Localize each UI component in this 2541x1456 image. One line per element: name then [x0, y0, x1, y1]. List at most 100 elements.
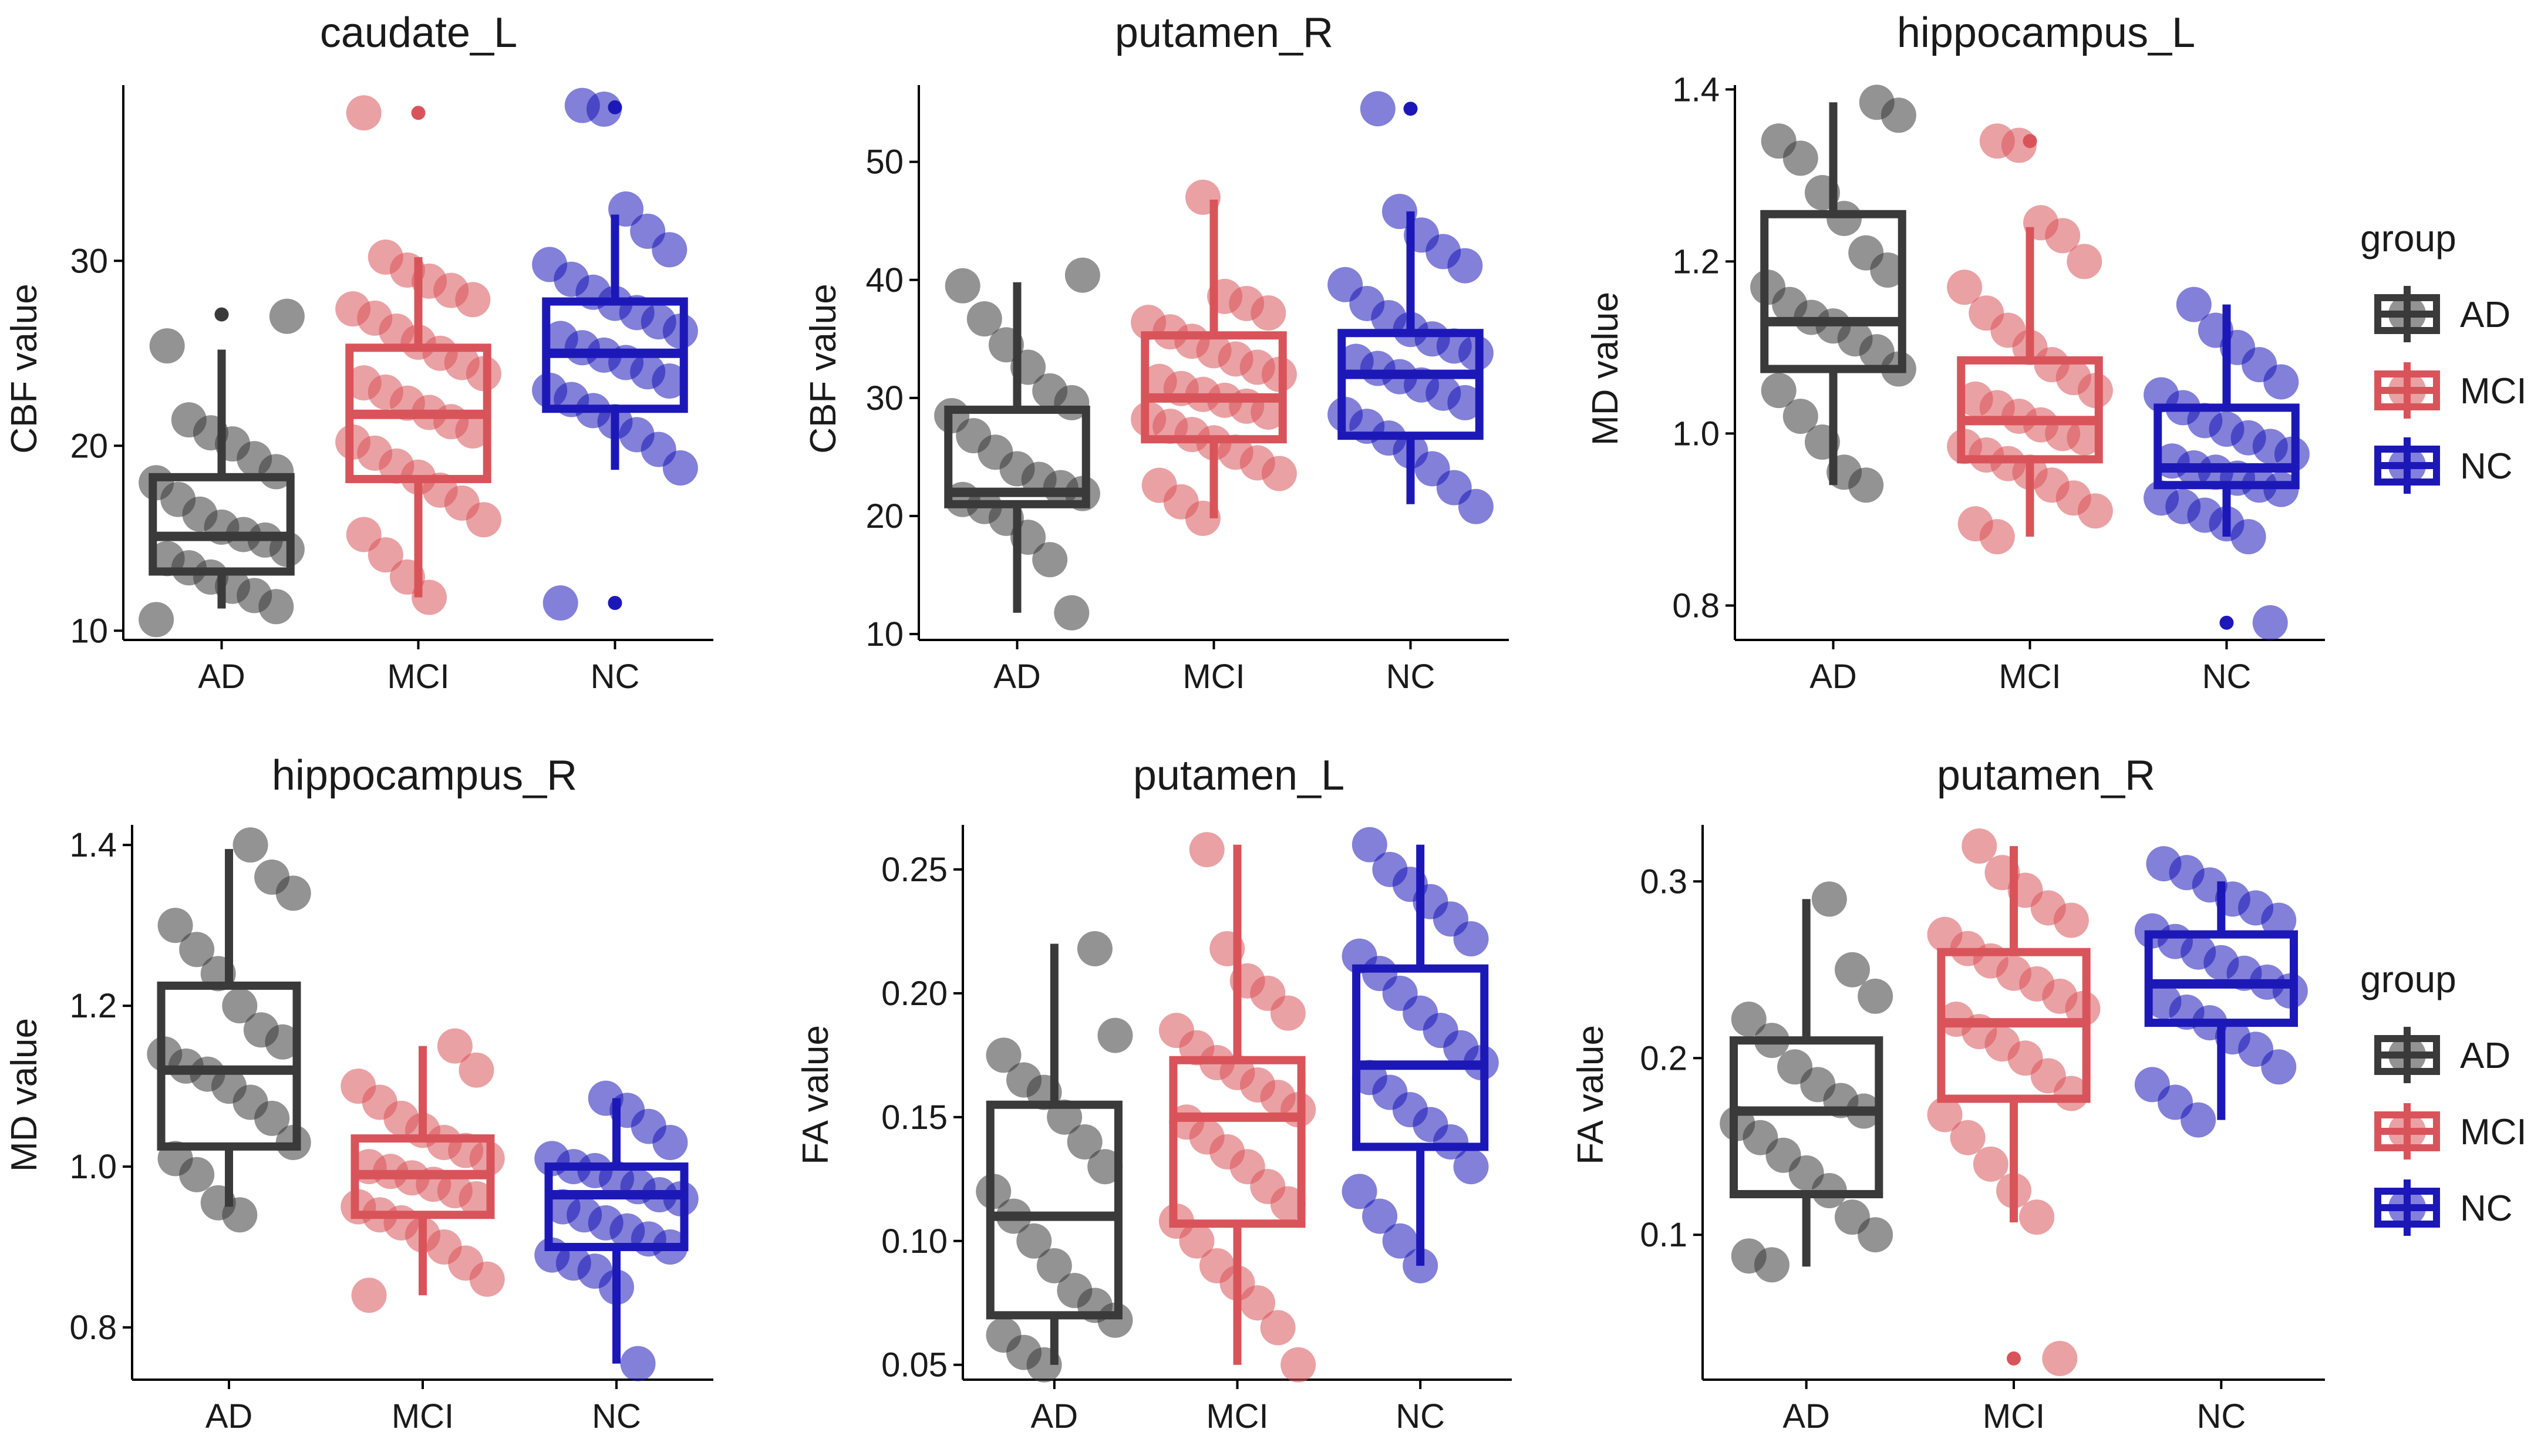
data-point-nc — [2146, 983, 2182, 1019]
outlier-point-nc — [608, 596, 622, 610]
data-point-nc — [532, 247, 568, 282]
data-point-mci — [341, 1069, 376, 1104]
data-point-ad — [1859, 85, 1895, 120]
data-point-ad — [171, 402, 207, 438]
data-point-ad — [1016, 1223, 1052, 1259]
data-point-ad — [1036, 1248, 1072, 1283]
x-tick-label-ad: AD — [1031, 1397, 1079, 1435]
panel-caudate-l: caudate_L CBF value 10 20 30 AD MCI NC — [4, 9, 713, 696]
data-point-ad — [1731, 1238, 1767, 1274]
data-point-mci — [1950, 1120, 1986, 1155]
panel-putamen-r-cbf: putamen_R CBF value 10 20 30 40 50 AD MCI NC — [803, 9, 1509, 696]
data-point-ad — [1057, 1273, 1093, 1309]
x-tick-label-ad: AD — [993, 658, 1041, 696]
data-point-ad — [149, 541, 185, 577]
data-point-mci — [368, 239, 403, 275]
y-tick-label: 0.2 — [1640, 1039, 1687, 1077]
x-tick-label-ad: AD — [205, 1397, 253, 1435]
data-point-ad — [269, 298, 305, 334]
plot-area: 0.1 0.2 0.3 AD MCI NC — [1640, 825, 2325, 1435]
data-point-nc — [588, 1080, 624, 1116]
data-point-ad — [1054, 595, 1090, 631]
data-point-ad — [988, 327, 1024, 363]
x-tick-label-mci: MCI — [1206, 1397, 1268, 1435]
data-point-ad — [1826, 454, 1862, 490]
box-nc — [2144, 930, 2299, 1027]
panel-hippocampus-l: hippocampus_L MD value 0.8 1.0 1.2 1.4 AD MCI… — [1585, 9, 2325, 696]
data-point-nc — [1403, 1248, 1438, 1283]
data-point-nc — [1342, 1174, 1377, 1209]
y-tick-label: 1.2 — [1672, 242, 1720, 281]
data-point-nc — [608, 191, 644, 227]
legend-label-mci: MCI — [2460, 371, 2527, 412]
outlier-point-mci — [2023, 134, 2037, 149]
panel-hippocampus-r: hippocampus_R MD value 0.8 1.0 1.2 1.4 AD MCI… — [4, 752, 713, 1435]
y-tick-label: 1.2 — [69, 987, 117, 1025]
data-point-ad — [1834, 952, 1870, 987]
plot-area: 0.8 1.0 1.2 1.4 AD MCI NC — [1672, 70, 2325, 696]
plot-area: 10 20 30 AD MCI NC — [70, 85, 713, 696]
data-point-mci — [2067, 244, 2102, 279]
x-tick-label-nc: NC — [2202, 658, 2252, 696]
data-point-nc — [1360, 91, 1396, 127]
data-point-mci — [1962, 828, 1997, 864]
data-point-ad — [149, 328, 185, 364]
legend-key-mci — [2374, 1103, 2440, 1160]
plot-area: 0.05 0.10 0.15 0.20 0.25 AD MCI NC — [881, 825, 1512, 1435]
data-point-ad — [1782, 399, 1818, 434]
x-tick-label-nc: NC — [2196, 1397, 2246, 1435]
data-point-ad — [1077, 931, 1113, 966]
x-tick-label-nc: NC — [592, 1397, 641, 1435]
y-axis-label: CBF value — [4, 284, 45, 453]
legend-label-ad: AD — [2460, 1036, 2510, 1076]
data-point-ad — [1010, 349, 1046, 385]
legend-title: group — [2360, 217, 2456, 259]
data-point-ad — [1067, 1124, 1103, 1160]
data-point-ad — [1848, 235, 1884, 271]
x-tick-label-nc: NC — [591, 658, 640, 696]
data-point-mci — [2023, 205, 2059, 241]
outlier-point-ad — [214, 307, 229, 322]
panel-putamen-l: putamen_L FA value 0.05 0.10 0.15 0.20 0.25 A… — [796, 752, 1512, 1435]
data-point-mci — [351, 1278, 387, 1313]
data-point-ad — [986, 1317, 1022, 1353]
x-tick-label-mci: MCI — [1983, 1397, 2045, 1435]
x-tick-label-mci: MCI — [392, 1397, 454, 1435]
x-tick-label-ad: AD — [1809, 658, 1857, 696]
data-point-ad — [1811, 881, 1847, 917]
y-tick-label: 0.15 — [881, 1098, 948, 1137]
y-tick-label: 30 — [70, 242, 108, 280]
data-point-ad — [1804, 175, 1840, 211]
data-point-nc — [542, 321, 578, 356]
data-point-mci — [1973, 1146, 2008, 1182]
data-point-ad — [1087, 1149, 1123, 1185]
data-point-nc — [2176, 287, 2212, 322]
x-tick-label-nc: NC — [1386, 658, 1435, 696]
data-point-ad — [1006, 1062, 1042, 1098]
legend-key-nc — [2374, 437, 2440, 494]
data-point-nc — [1404, 217, 1440, 253]
data-point-mci — [346, 95, 382, 131]
data-point-nc — [564, 87, 600, 123]
legend-key-ad — [2374, 1027, 2440, 1083]
data-point-mci — [1185, 180, 1221, 215]
data-point-ad — [1761, 123, 1797, 159]
panel-title: caudate_L — [320, 9, 517, 56]
legend-label-ad: AD — [2460, 295, 2510, 335]
x-tick-label-mci: MCI — [387, 658, 449, 696]
data-point-ad — [966, 301, 1002, 337]
data-point-mci — [1199, 1248, 1235, 1283]
y-tick-label: 0.25 — [881, 851, 948, 889]
data-point-ad — [1761, 373, 1797, 409]
data-point-nc — [1453, 1149, 1489, 1185]
y-tick-label: 1.0 — [69, 1148, 117, 1186]
box-mci — [1957, 356, 2103, 464]
legend-title: group — [2360, 958, 2456, 1000]
data-point-mci — [1280, 1347, 1316, 1383]
box-nc — [1352, 964, 1489, 1151]
data-point-mci — [2042, 1340, 2078, 1376]
legend-key-mci — [2374, 362, 2440, 419]
outlier-point-nc — [2219, 615, 2234, 630]
data-point-ad — [243, 1012, 279, 1048]
